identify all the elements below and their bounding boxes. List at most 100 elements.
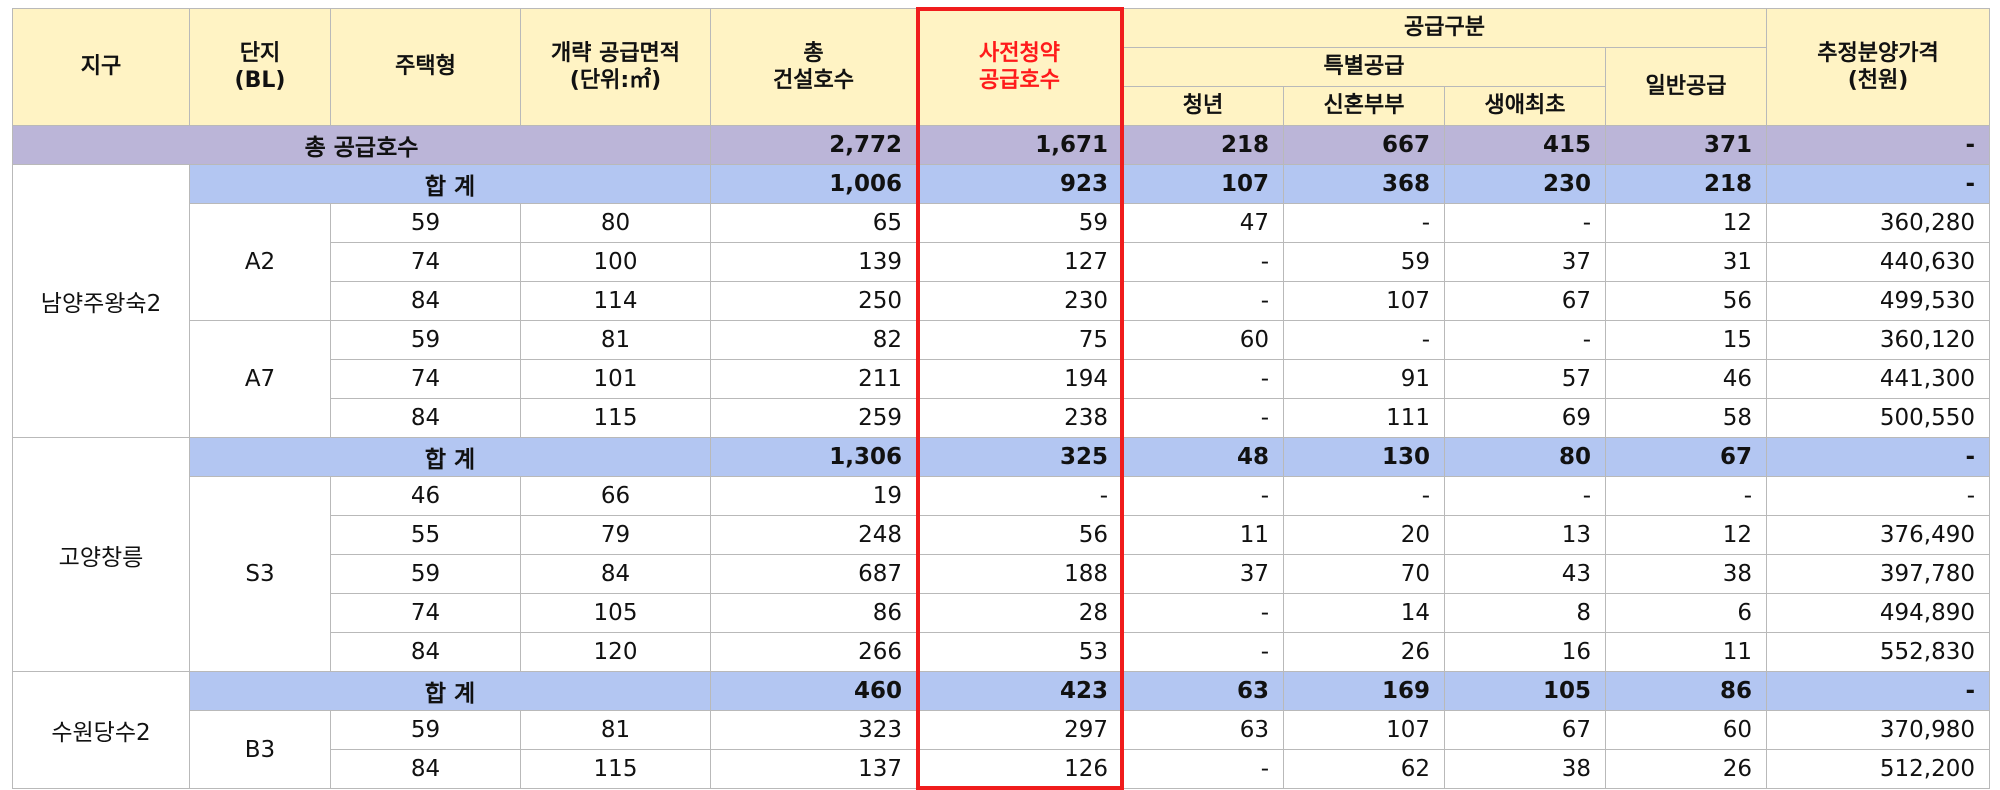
value-cell: 26: [1606, 750, 1767, 789]
district-name: 고양창릉: [13, 438, 190, 672]
value-cell: -: [1767, 477, 1990, 516]
total-cell: 2,772: [711, 126, 917, 165]
value-cell: -: [1606, 477, 1767, 516]
sum-cell: 63: [1123, 672, 1284, 711]
sum-cell: 67: [1606, 438, 1767, 477]
value-cell: 687: [711, 555, 917, 594]
value-cell: 15: [1606, 321, 1767, 360]
total-cell: -: [1767, 126, 1990, 165]
value-cell: 75: [917, 321, 1123, 360]
value-cell: -: [1123, 399, 1284, 438]
value-cell: 47: [1123, 204, 1284, 243]
supply-area-cell: 115: [521, 399, 711, 438]
housing-type-cell: 84: [331, 399, 521, 438]
value-cell: -: [1123, 360, 1284, 399]
value-cell: 238: [917, 399, 1123, 438]
value-cell: 58: [1606, 399, 1767, 438]
sum-label: 합 계: [190, 165, 711, 204]
value-cell: 500,550: [1767, 399, 1990, 438]
value-cell: 6: [1606, 594, 1767, 633]
value-cell: 20: [1284, 516, 1445, 555]
total-label: 총 공급호수: [13, 126, 711, 165]
supply-area-cell: 81: [521, 321, 711, 360]
value-cell: -: [1284, 477, 1445, 516]
sum-cell: 1,006: [711, 165, 917, 204]
sum-cell: 80: [1445, 438, 1606, 477]
block-name: B3: [190, 711, 331, 789]
sum-label: 합 계: [190, 672, 711, 711]
value-cell: 211: [711, 360, 917, 399]
value-cell: 360,280: [1767, 204, 1990, 243]
value-cell: 126: [917, 750, 1123, 789]
value-cell: 499,530: [1767, 282, 1990, 321]
header-youth: 청년: [1123, 87, 1284, 126]
header-special-supply: 특별공급: [1123, 48, 1606, 87]
supply-area-cell: 81: [521, 711, 711, 750]
sum-cell: 923: [917, 165, 1123, 204]
value-cell: 63: [1123, 711, 1284, 750]
value-cell: 56: [917, 516, 1123, 555]
header-first-time: 생애최초: [1445, 87, 1606, 126]
housing-type-cell: 74: [331, 594, 521, 633]
district-name: 남양주왕숙2: [13, 165, 190, 438]
sum-cell: -: [1767, 672, 1990, 711]
value-cell: 26: [1284, 633, 1445, 672]
housing-type-cell: 84: [331, 633, 521, 672]
value-cell: 259: [711, 399, 917, 438]
value-cell: 11: [1606, 633, 1767, 672]
value-cell: 60: [1606, 711, 1767, 750]
total-cell: 218: [1123, 126, 1284, 165]
sum-cell: -: [1767, 438, 1990, 477]
value-cell: 139: [711, 243, 917, 282]
housing-type-cell: 74: [331, 243, 521, 282]
block-name: A2: [190, 204, 331, 321]
value-cell: 57: [1445, 360, 1606, 399]
sum-cell: 368: [1284, 165, 1445, 204]
district-name: 수원당수2: [13, 672, 190, 789]
value-cell: 82: [711, 321, 917, 360]
value-cell: 46: [1606, 360, 1767, 399]
value-cell: -: [1123, 594, 1284, 633]
value-cell: 376,490: [1767, 516, 1990, 555]
value-cell: 512,200: [1767, 750, 1990, 789]
value-cell: 60: [1123, 321, 1284, 360]
total-row: 총 공급호수 2,772 1,671 218 667 415 371 -: [13, 126, 1990, 165]
value-cell: 59: [1284, 243, 1445, 282]
value-cell: 62: [1284, 750, 1445, 789]
value-cell: 28: [917, 594, 1123, 633]
value-cell: -: [1284, 321, 1445, 360]
value-cell: 137: [711, 750, 917, 789]
sum-cell: 48: [1123, 438, 1284, 477]
value-cell: 53: [917, 633, 1123, 672]
value-cell: 552,830: [1767, 633, 1990, 672]
housing-type-cell: 55: [331, 516, 521, 555]
value-cell: 188: [917, 555, 1123, 594]
value-cell: 12: [1606, 516, 1767, 555]
header-district: 지구: [13, 9, 190, 126]
value-cell: -: [1123, 477, 1284, 516]
table-body: 총 공급호수 2,772 1,671 218 667 415 371 - 남양주…: [13, 126, 1990, 789]
housing-type-cell: 74: [331, 360, 521, 399]
header-block: 단지(BL): [190, 9, 331, 126]
sum-cell: 218: [1606, 165, 1767, 204]
block-name: A7: [190, 321, 331, 438]
supply-area-cell: 114: [521, 282, 711, 321]
value-cell: 38: [1606, 555, 1767, 594]
sum-cell: 1,306: [711, 438, 917, 477]
header-general-supply: 일반공급: [1606, 48, 1767, 126]
total-cell: 1,671: [917, 126, 1123, 165]
value-cell: 494,890: [1767, 594, 1990, 633]
value-cell: 107: [1284, 711, 1445, 750]
value-cell: 38: [1445, 750, 1606, 789]
supply-area-cell: 120: [521, 633, 711, 672]
header-housing-type: 주택형: [331, 9, 521, 126]
total-cell: 667: [1284, 126, 1445, 165]
